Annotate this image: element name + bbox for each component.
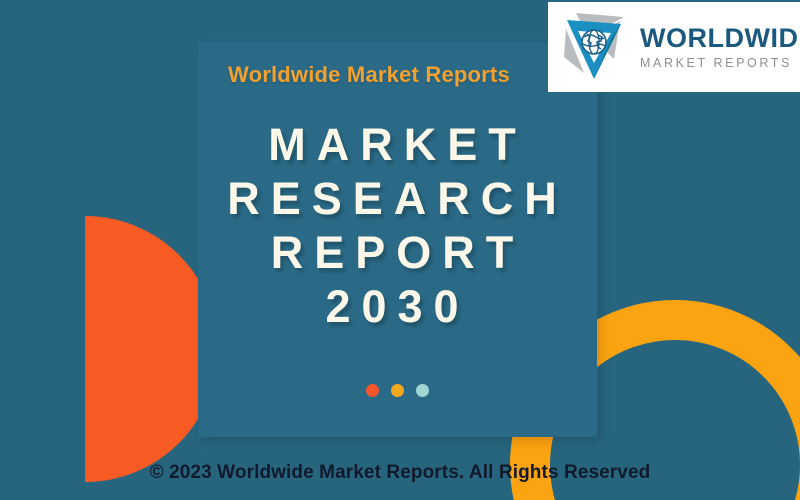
inner-panel bbox=[198, 42, 597, 437]
dot-indicator-group bbox=[198, 384, 597, 397]
headline-line-1: MARKET bbox=[268, 119, 527, 170]
headline-line-3: REPORT bbox=[270, 227, 525, 278]
page-title: MARKET RESEARCH REPORT 2030 bbox=[198, 118, 597, 334]
logo-wordmark: WORLDWIDE bbox=[640, 23, 800, 54]
dot-amber bbox=[391, 384, 404, 397]
banner-subtitle: Worldwide Market Reports bbox=[228, 62, 510, 87]
logo-text: WORLDWIDE MARKET REPORTS bbox=[640, 23, 800, 70]
globe-in-triangle-icon bbox=[554, 7, 634, 87]
logo: WORLDWIDE MARKET REPORTS bbox=[548, 2, 800, 92]
headline-line-2: RESEARCH bbox=[227, 173, 568, 224]
copyright-footer: © 2023 Worldwide Market Reports. All Rig… bbox=[149, 462, 651, 483]
dot-teal bbox=[416, 384, 429, 397]
logo-tagline: MARKET REPORTS bbox=[640, 55, 792, 70]
dot-orange bbox=[366, 384, 379, 397]
headline-line-4: 2030 bbox=[325, 281, 470, 332]
